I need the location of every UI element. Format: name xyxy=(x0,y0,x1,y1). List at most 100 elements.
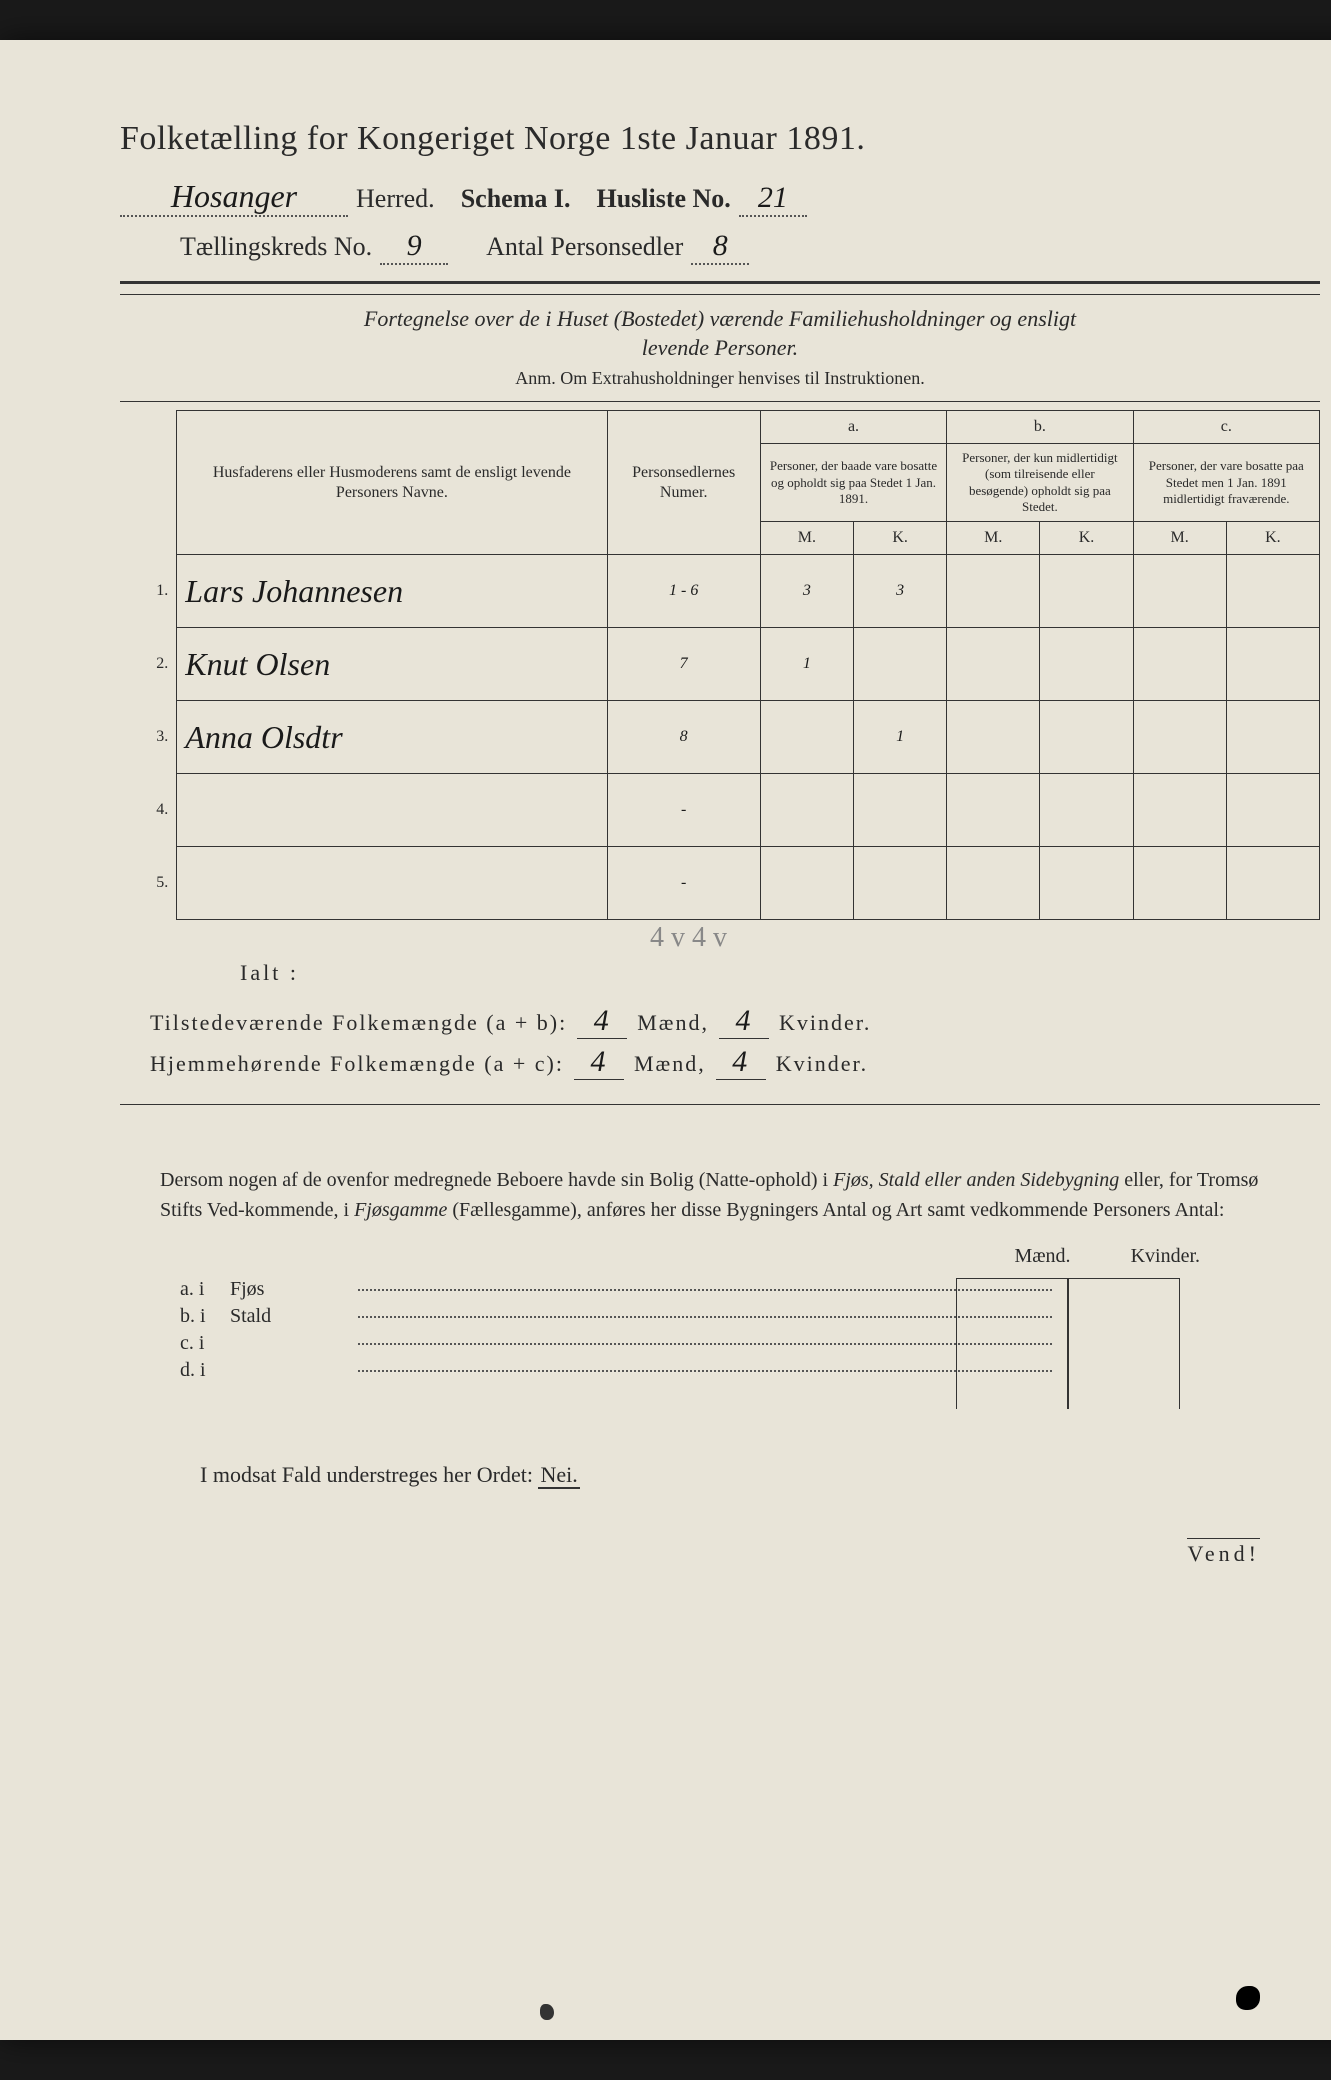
name-cell xyxy=(177,847,607,920)
nei-text: I modsat Fald understreges her Ordet: xyxy=(200,1462,538,1487)
b-k-cell xyxy=(1040,628,1133,701)
vend-label: Vend! xyxy=(1187,1538,1260,1567)
ob-kvinder: Kvinder. xyxy=(1131,1245,1200,1268)
ob-label: Fjøs xyxy=(230,1278,350,1301)
household-table: Husfaderens eller Husmoderens samt de en… xyxy=(120,410,1320,920)
name-cell: Lars Johannesen xyxy=(177,555,607,628)
kreds-value: 9 xyxy=(380,229,448,265)
divider xyxy=(120,281,1320,284)
table-row: 4. - xyxy=(120,774,1320,847)
col-b-header: Personer, der kun midlertidigt (som tilr… xyxy=(947,444,1133,522)
row-number: 1. xyxy=(120,555,177,628)
c-m-cell xyxy=(1133,847,1226,920)
description: Fortegnelse over de i Huset (Bostedet) v… xyxy=(120,305,1320,362)
pencil-note: 4 v 4 v xyxy=(650,922,727,954)
nei-line: I modsat Fald understreges her Ordet: Ne… xyxy=(200,1462,1320,1488)
a-m-cell: 3 xyxy=(760,555,853,628)
para-t1: Dersom nogen af de ovenfor medregnede Be… xyxy=(160,1169,833,1191)
mk-header: Mænd. Kvinder. xyxy=(120,1245,1200,1268)
col-a-header: Personer, der baade vare bosatte og opho… xyxy=(760,444,946,522)
b-m-cell xyxy=(947,847,1040,920)
row-number: 4. xyxy=(120,774,177,847)
col-b-k: K. xyxy=(1040,522,1133,555)
numer-cell: - xyxy=(607,847,760,920)
numer-cell: 1 - 6 xyxy=(607,555,760,628)
b-m-cell xyxy=(947,628,1040,701)
dots-fill xyxy=(358,1342,1052,1345)
name-cell: Knut Olsen xyxy=(177,628,607,701)
table-row: 1.Lars Johannesen1 - 633 xyxy=(120,555,1320,628)
divider-thin-2 xyxy=(120,401,1320,402)
c-m-cell xyxy=(1133,774,1226,847)
dots-fill xyxy=(358,1369,1052,1372)
totals-2-label: Hjemmehørende Folkemængde (a + c): xyxy=(150,1051,564,1077)
table-row: 3.Anna Olsdtr81 xyxy=(120,701,1320,774)
kvinder-label-1: Kvinder. xyxy=(779,1010,871,1036)
row-number: 5. xyxy=(120,847,177,920)
col-c-m: M. xyxy=(1133,522,1226,555)
b-m-cell xyxy=(947,774,1040,847)
kreds-row: Tællingskreds No. 9 Antal Personsedler 8 xyxy=(180,229,1320,265)
c-k-cell xyxy=(1226,701,1319,774)
c-k-cell xyxy=(1226,847,1319,920)
a-m-cell xyxy=(760,847,853,920)
husliste-label: Husliste No. xyxy=(596,184,730,214)
ink-blot xyxy=(1236,1986,1260,2010)
c-m-cell xyxy=(1133,628,1226,701)
dots-fill xyxy=(358,1315,1052,1318)
totals-1-k: 4 xyxy=(719,1004,769,1039)
ob-prefix: a. i xyxy=(180,1278,230,1301)
a-k-cell xyxy=(854,847,947,920)
b-m-cell xyxy=(947,555,1040,628)
a-m-cell xyxy=(760,701,853,774)
numer-cell: - xyxy=(607,774,760,847)
c-m-cell xyxy=(1133,555,1226,628)
a-k-cell: 1 xyxy=(854,701,947,774)
dots-fill xyxy=(358,1288,1052,1291)
col-b-top: b. xyxy=(947,411,1133,444)
name-cell xyxy=(177,774,607,847)
a-k-cell xyxy=(854,774,947,847)
col-a-top: a. xyxy=(760,411,946,444)
census-form-page: Folketælling for Kongeriget Norge 1ste J… xyxy=(0,40,1331,2040)
col-b-m: M. xyxy=(947,522,1040,555)
para-i2: Fjøsgamme xyxy=(354,1199,447,1221)
numer-cell: 7 xyxy=(607,628,760,701)
page-title: Folketælling for Kongeriget Norge 1ste J… xyxy=(120,120,1320,158)
maend-label-2: Mænd, xyxy=(634,1051,706,1077)
ob-prefix: d. i xyxy=(180,1359,230,1382)
antal-label: Antal Personsedler xyxy=(486,232,683,262)
ink-blot-small xyxy=(540,2004,554,2020)
b-m-cell xyxy=(947,701,1040,774)
herred-value: Hosanger xyxy=(120,178,348,217)
ob-label: Stald xyxy=(230,1305,350,1328)
kreds-label: Tællingskreds No. xyxy=(180,232,372,262)
col-a-k: K. xyxy=(854,522,947,555)
a-m-cell: 1 xyxy=(760,628,853,701)
col-a-m: M. xyxy=(760,522,853,555)
a-k-cell: 3 xyxy=(854,555,947,628)
totals-2-m: 4 xyxy=(574,1045,624,1080)
para-t3: (Fællesgamme), anføres her disse Bygning… xyxy=(447,1199,1224,1221)
table-row: 2.Knut Olsen71 xyxy=(120,628,1320,701)
c-m-cell xyxy=(1133,701,1226,774)
schema-label: Schema I. xyxy=(461,184,571,214)
desc-line1: Fortegnelse over de i Huset (Bostedet) v… xyxy=(364,306,1076,331)
totals-1-m: 4 xyxy=(577,1004,627,1039)
row-number: 2. xyxy=(120,628,177,701)
col-name-header: Husfaderens eller Husmoderens samt de en… xyxy=(177,411,607,555)
para-i1: Fjøs, Stald eller anden Sidebygning xyxy=(833,1169,1119,1191)
totals-1-label: Tilstedeværende Folkemængde (a + b): xyxy=(150,1010,567,1036)
outbuilding-paragraph: Dersom nogen af de ovenfor medregnede Be… xyxy=(160,1165,1300,1225)
antal-value: 8 xyxy=(691,229,749,265)
b-k-cell xyxy=(1040,555,1133,628)
husliste-value: 21 xyxy=(739,181,807,217)
a-m-cell xyxy=(760,774,853,847)
anm-note: Anm. Om Extrahusholdninger henvises til … xyxy=(120,368,1320,389)
totals-line-2: Hjemmehørende Folkemængde (a + c): 4 Mæn… xyxy=(150,1045,1320,1080)
table-row: 5. - xyxy=(120,847,1320,920)
divider-thin xyxy=(120,294,1320,295)
row-number: 3. xyxy=(120,701,177,774)
maend-label-1: Mænd, xyxy=(637,1010,709,1036)
ob-maend: Mænd. xyxy=(1014,1245,1070,1268)
